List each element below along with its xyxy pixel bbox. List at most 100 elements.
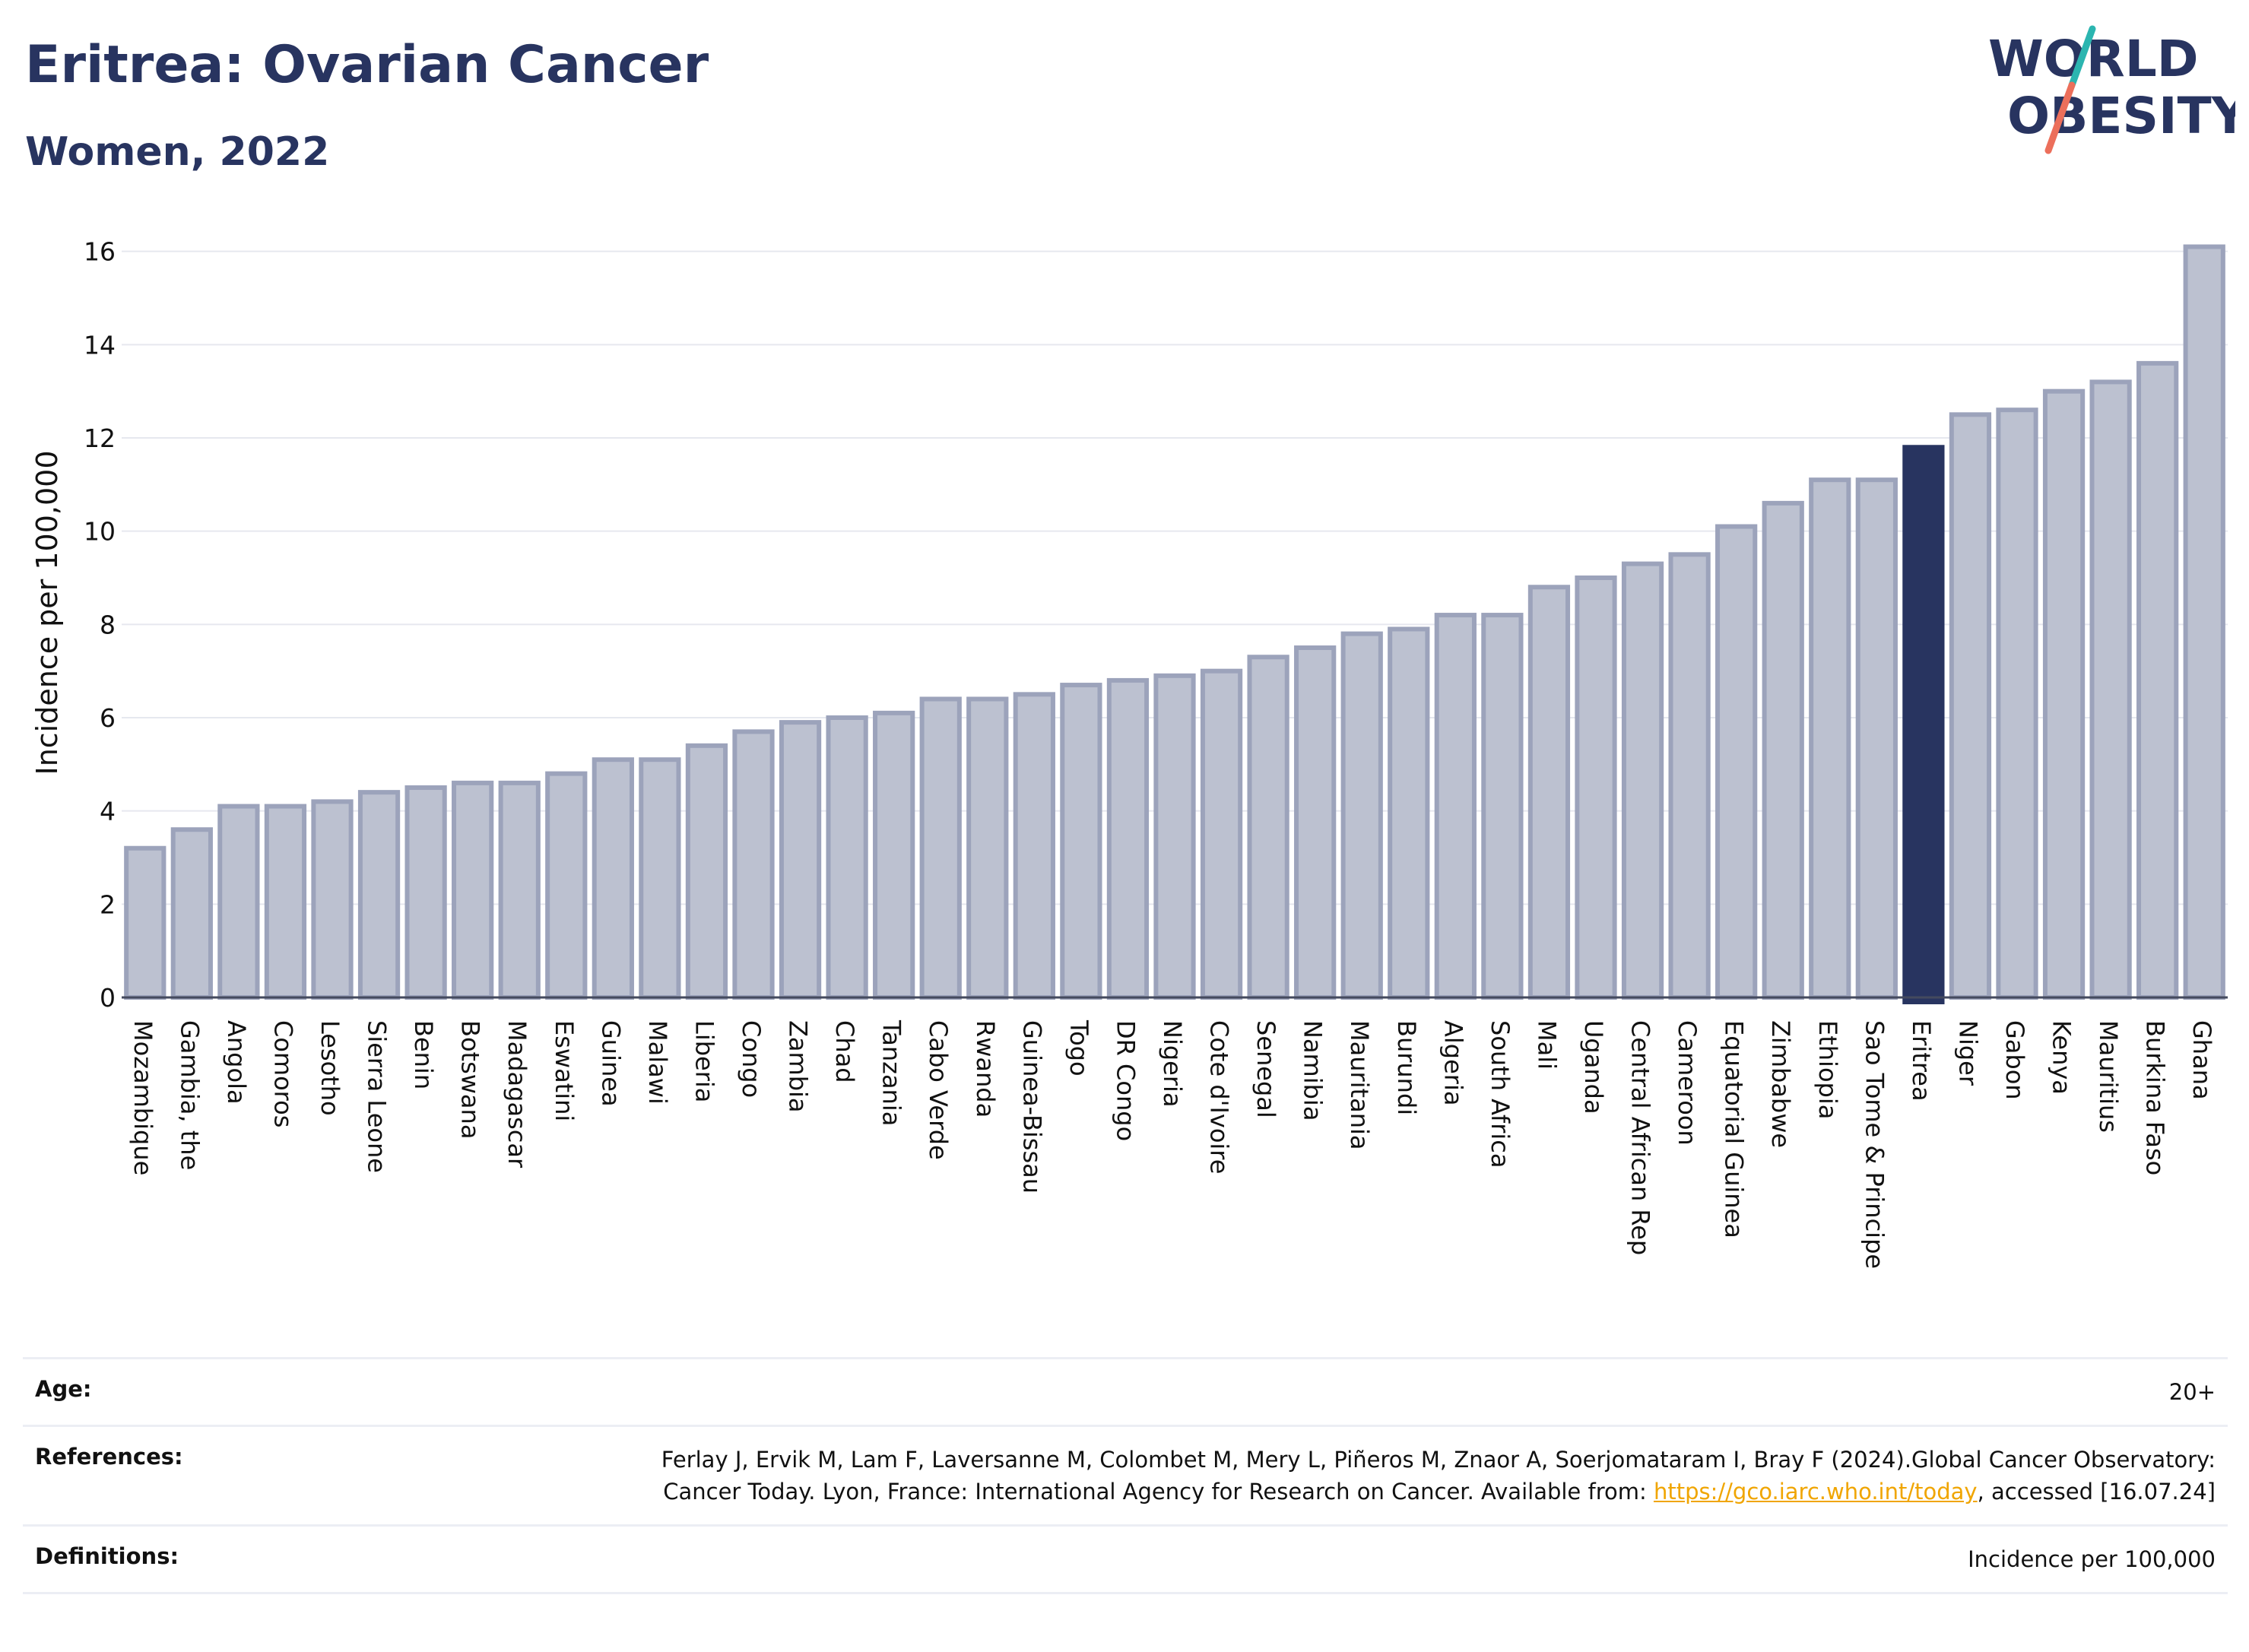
bar [311, 799, 354, 1000]
bar [264, 804, 307, 1000]
x-tick-label: Angola [222, 1020, 251, 1105]
references-text-2: , accessed [16.07.24] [1977, 1479, 2216, 1505]
bar [639, 757, 681, 1000]
x-tick-label: Tanzania [877, 1019, 906, 1126]
x-tick-label: Madagascar [503, 1020, 531, 1168]
bar [545, 771, 588, 1000]
bar [1340, 631, 1383, 1000]
logo-line-1: WORLD [1988, 30, 2199, 88]
x-tick-label: Algeria [1439, 1020, 1467, 1105]
bar [779, 720, 822, 1000]
x-tick-label: Zambia [784, 1020, 813, 1113]
x-tick-label: Cabo Verde [924, 1020, 953, 1160]
y-tick-label: 0 [100, 983, 116, 1013]
bar [1153, 673, 1196, 1000]
bar [1621, 561, 1664, 1000]
x-tick-label: Togo [1064, 1019, 1093, 1076]
x-tick-label: Gambia, the [175, 1020, 204, 1170]
bar [1060, 683, 1102, 1000]
y-axis-ticks: 0 2 4 6 8 10 12 14 16 [84, 237, 116, 1013]
info-row-definitions: Definitions: Incidence per 100,000 [23, 1524, 2228, 1595]
x-tick-label: Uganda [1579, 1020, 1608, 1115]
bar [732, 729, 775, 1000]
x-tick-label: Eritrea [1907, 1020, 1936, 1102]
info-row-references: References: Ferlay J, Ervik M, Lam F, La… [23, 1425, 2228, 1524]
x-tick-label: Eswatini [550, 1020, 579, 1121]
bar [1527, 585, 1571, 1000]
x-tick-label: Malawi [643, 1020, 672, 1105]
bar [966, 696, 1009, 1000]
info-row-age: Age: 20+ [23, 1357, 2228, 1425]
x-tick-label: Cote d'Ivoire [1205, 1020, 1234, 1174]
x-tick-label: Botswana [456, 1020, 485, 1139]
bar-chart: 0 2 4 6 8 10 12 14 16 Mozambique Gambia, the Angol… [30, 237, 2228, 1269]
bar [2136, 360, 2179, 1000]
y-tick-label: 16 [84, 237, 116, 267]
x-tick-label: Cameroon [1673, 1020, 1702, 1146]
y-tick-label: 10 [84, 517, 116, 547]
bar [1949, 412, 1992, 1000]
x-tick-label: Liberia [690, 1020, 718, 1102]
x-tick-label: Central African Rep [1626, 1020, 1655, 1255]
bar [1106, 677, 1150, 1000]
definitions-value: Incidence per 100,000 [1968, 1546, 2216, 1573]
y-axis-title: Incidence per 100,000 [30, 450, 64, 775]
logo-slash-coral [2044, 81, 2076, 154]
x-tick-label: Nigeria [1158, 1020, 1187, 1107]
bar [124, 845, 167, 1000]
x-tick-label: Sierra Leone [363, 1020, 392, 1173]
bar [2183, 244, 2225, 1000]
bar [452, 780, 494, 1000]
bar [1809, 477, 1851, 1000]
x-tick-label: Senegal [1251, 1020, 1280, 1118]
logo-line-2: OBESITY [2007, 87, 2235, 145]
chart-title: Eritrea: Ovarian Cancer [25, 35, 709, 95]
logo-slash-teal [2068, 25, 2096, 89]
bar [685, 743, 728, 1000]
info-table: Age: 20+ References: Ferlay J, Ervik M, … [23, 1357, 2228, 1595]
x-tick-label: Niger [1953, 1020, 1982, 1086]
bars [124, 244, 2225, 1004]
bar [357, 790, 401, 1000]
bar [1996, 407, 2038, 1000]
references-label: References: [35, 1444, 183, 1470]
x-tick-label: Guinea [596, 1020, 625, 1107]
bar [170, 827, 213, 1000]
x-tick-label: Mauritius [2094, 1020, 2123, 1133]
bar [826, 715, 868, 1000]
references-text-1: Ferlay J, Ervik M, Lam F, Laversanne M, … [661, 1447, 2216, 1505]
bar [1013, 692, 1055, 1000]
x-tick-label: South Africa [1486, 1020, 1515, 1168]
x-tick-label: Burkina Faso [2141, 1020, 2170, 1175]
world-obesity-logo: WORLD OBESITY [1988, 25, 2235, 154]
bar [1575, 576, 1617, 1000]
x-tick-label: Benin [409, 1020, 438, 1089]
y-tick-label: 2 [100, 889, 116, 919]
bar [1762, 500, 1804, 1000]
x-tick-label: Namibia [1299, 1020, 1328, 1121]
y-tick-label: 6 [100, 703, 116, 733]
age-value: 20+ [2168, 1379, 2216, 1405]
age-label: Age: [35, 1376, 92, 1402]
bar [1294, 645, 1337, 1000]
x-axis-labels: Mozambique Gambia, the Angola Comoros Lesoth… [128, 1019, 2216, 1269]
references-link[interactable]: https://gco.iarc.who.int/today [1653, 1479, 1978, 1505]
bar [1855, 477, 1898, 1000]
bar [1481, 613, 1524, 1000]
y-tick-label: 12 [84, 423, 116, 453]
bar [404, 785, 447, 1000]
x-tick-label: Lesotho [316, 1020, 344, 1116]
bar [1388, 626, 1430, 1000]
bar [217, 804, 260, 1000]
x-tick-label: Mali [1532, 1020, 1561, 1070]
x-tick-label: Equatorial Guinea [1720, 1020, 1749, 1238]
x-tick-label: Comoros [268, 1020, 297, 1127]
bar [873, 710, 915, 1000]
x-tick-label: Guinea-Bissau [1017, 1020, 1046, 1194]
x-tick-label: Rwanda [971, 1020, 1000, 1118]
bar [1715, 524, 1758, 1000]
definitions-label: Definitions: [35, 1543, 179, 1570]
y-tick-label: 8 [100, 610, 116, 639]
x-tick-label: Congo [737, 1020, 766, 1098]
x-tick-label: Zimbabwe [1766, 1020, 1795, 1148]
